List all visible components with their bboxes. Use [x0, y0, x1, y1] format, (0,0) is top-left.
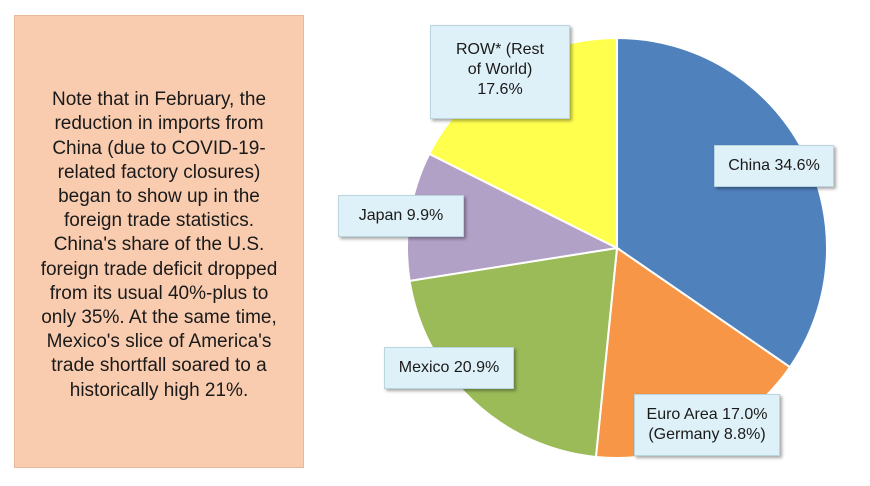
- label-mexico: Mexico 20.9%: [384, 347, 514, 389]
- note-text: Note that in February, the reduction in …: [40, 89, 278, 401]
- label-euro-area: Euro Area 17.0% (Germany 8.8%): [634, 394, 780, 456]
- label-china: China 34.6%: [714, 145, 834, 187]
- note-box: Note that in February, the reduction in …: [14, 15, 304, 468]
- label-japan: Japan 9.9%: [338, 195, 464, 237]
- label-row: ROW* (Rest of World) 17.6%: [430, 25, 570, 119]
